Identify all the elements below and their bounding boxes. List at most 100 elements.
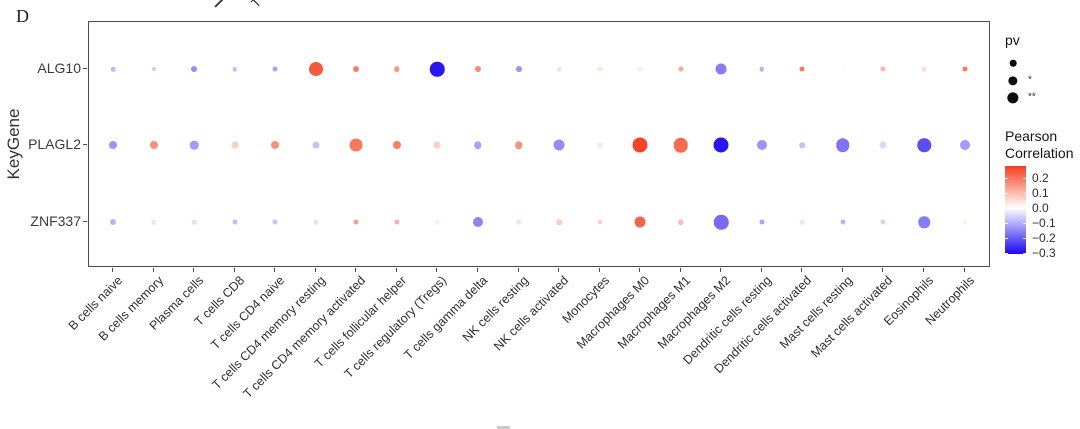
colorbar-tick-mark <box>1023 193 1026 194</box>
data-point-ZNF337-t-cells-gamma-delta <box>472 217 483 227</box>
legend: pv * ** Pearson Correlation 0.2 0.1 0.0 −0.1… <box>1003 0 1080 429</box>
data-point-PLAGL2-t-cells-cd4-memory-activated <box>349 138 363 152</box>
pv-legend-dot-2 <box>1008 76 1018 86</box>
data-point-ZNF337-eosinophils <box>918 216 930 228</box>
data-point-PLAGL2-t-cells-cd8 <box>231 141 239 149</box>
data-point-ALG10-eosinophils <box>921 66 927 72</box>
pv-legend-label-3: ** <box>1028 91 1036 103</box>
data-point-PLAGL2-plasma-cells <box>189 140 199 150</box>
x-axis-tick <box>355 268 357 272</box>
data-point-ZNF337-macrophages-m2 <box>714 214 729 230</box>
data-point-ZNF337-b-cells-naive <box>110 219 116 225</box>
data-point-ALG10-nk-cells-resting <box>515 66 522 72</box>
x-axis-tick <box>639 268 641 272</box>
x-axis-tick <box>193 268 195 272</box>
data-point-PLAGL2-dendritic-cells-resting <box>756 140 767 150</box>
x-axis-tick <box>436 268 438 272</box>
x-axis-tick <box>152 268 154 272</box>
data-point-PLAGL2-t-cells-cd4-naive <box>271 141 280 149</box>
data-point-PLAGL2-mast-cells-resting <box>836 138 850 152</box>
data-point-ALG10-dendritic-cells-activated <box>799 66 805 72</box>
data-point-ZNF337-t-cells-cd4-memory-resting <box>313 219 318 225</box>
colorbar-tick-label-0.0: 0.0 <box>1032 201 1049 215</box>
x-axis-tick <box>274 268 276 272</box>
colorbar-tick-mark <box>1023 238 1026 239</box>
data-point-ALG10-t-cells-cd4-memory-activated <box>353 66 360 72</box>
data-point-ZNF337-t-cells-regulatory-tregs- <box>435 219 440 225</box>
x-axis-label-b-cells-naive: B cells naive <box>65 273 126 333</box>
data-point-PLAGL2-nk-cells-activated <box>553 139 565 151</box>
x-axis-tick <box>314 268 316 272</box>
data-point-ALG10-mast-cells-activated <box>880 66 886 72</box>
data-point-ZNF337-monocytes <box>597 219 603 225</box>
x-axis-tick <box>841 268 843 272</box>
data-point-PLAGL2-t-cells-regulatory-tregs- <box>433 141 441 149</box>
data-point-PLAGL2-neutrophils <box>959 140 970 150</box>
data-point-ALG10-neutrophils <box>962 66 968 72</box>
x-axis-tick <box>679 268 681 272</box>
data-point-ZNF337-t-cells-cd8 <box>232 219 238 225</box>
data-point-ALG10-t-cells-follicular-helper <box>394 66 400 72</box>
panel-letter: D <box>16 6 29 26</box>
data-point-ALG10-macrophages-m2 <box>715 63 727 75</box>
colorbar-tick-mark <box>1023 223 1026 224</box>
data-point-ZNF337-macrophages-m1 <box>677 219 684 225</box>
colorbar-tick-mark <box>1005 178 1008 179</box>
data-point-ALG10-plasma-cells <box>191 66 198 72</box>
y-axis-tick <box>83 68 87 69</box>
colorbar-tick-mark <box>1005 223 1008 224</box>
x-axis-tick <box>720 268 722 272</box>
colorbar-tick-mark <box>1023 208 1026 209</box>
data-point-ALG10-b-cells-memory <box>151 67 156 71</box>
colorbar-tick-mark <box>1005 238 1008 239</box>
data-point-ALG10-nk-cells-activated <box>556 66 562 72</box>
data-point-ALG10-macrophages-m1 <box>678 66 684 72</box>
data-point-ZNF337-mast-cells-resting <box>840 219 846 225</box>
correlation-legend-title-line2: Correlation <box>1005 145 1074 161</box>
pv-legend-dot-3 <box>1007 92 1019 104</box>
data-point-ALG10-t-cells-gamma-delta <box>474 66 481 72</box>
data-point-ALG10-macrophages-m0 <box>637 66 643 72</box>
x-axis-tick <box>760 268 762 272</box>
data-point-ZNF337-mast-cells-activated <box>880 219 886 225</box>
data-point-ZNF337-plasma-cells <box>191 219 197 225</box>
correlation-legend-title-line1: Pearson <box>1005 128 1058 144</box>
x-axis-tick <box>112 268 113 272</box>
data-point-PLAGL2-macrophages-m1 <box>673 137 688 153</box>
data-point-ZNF337-b-cells-memory <box>151 219 156 225</box>
data-point-ALG10-t-cells-cd4-naive <box>272 66 278 72</box>
y-axis-tick <box>83 144 87 145</box>
colorbar-tick-mark <box>1005 208 1008 209</box>
cropped-axis-label-fragment <box>214 0 226 8</box>
correlation-colorbar <box>1005 166 1026 254</box>
data-point-PLAGL2-monocytes <box>596 141 604 149</box>
gene-label-znf337: ZNF337 <box>30 213 81 229</box>
data-point-ALG10-t-cells-cd4-memory-resting <box>308 62 323 76</box>
data-point-PLAGL2-mast-cells-activated <box>879 141 887 149</box>
x-axis-tick <box>882 268 884 272</box>
data-point-ALG10-t-cells-cd8 <box>232 66 237 72</box>
gene-label-alg10: ALG10 <box>37 60 81 76</box>
data-point-PLAGL2-macrophages-m2 <box>713 137 729 153</box>
data-point-ALG10-b-cells-naive <box>110 66 116 72</box>
colorbar-tick-mark <box>1005 193 1008 194</box>
y-axis-tick <box>83 221 87 222</box>
pv-legend-dot-1 <box>1009 59 1017 67</box>
x-axis-tick <box>395 268 397 272</box>
gene-label-plagl2: PLAGL2 <box>28 136 81 152</box>
data-point-ZNF337-nk-cells-resting <box>516 219 521 225</box>
data-point-ZNF337-t-cells-follicular-helper <box>394 219 400 225</box>
colorbar-tick-label-−0.2: −0.2 <box>1032 231 1056 245</box>
cropped-bottom-fragment <box>497 426 510 429</box>
x-axis-tick <box>598 268 600 272</box>
data-point-PLAGL2-t-cells-cd4-memory-resting <box>312 141 320 149</box>
data-point-ALG10-mast-cells-resting <box>841 67 845 71</box>
colorbar-tick-label-−0.3: −0.3 <box>1032 246 1056 260</box>
data-point-PLAGL2-macrophages-m0 <box>632 137 648 153</box>
data-point-ZNF337-neutrophils <box>962 219 967 225</box>
data-point-ALG10-t-cells-regulatory-tregs- <box>430 61 445 77</box>
colorbar-tick-label-−0.1: −0.1 <box>1032 216 1056 230</box>
x-axis-tick <box>923 268 924 272</box>
colorbar-tick-mark <box>1023 178 1026 179</box>
